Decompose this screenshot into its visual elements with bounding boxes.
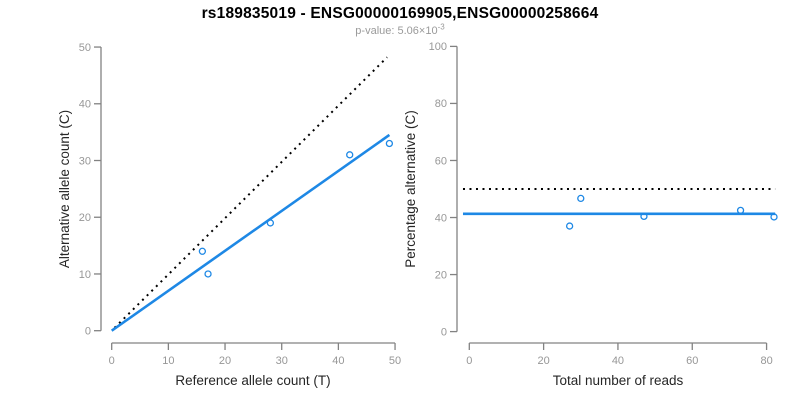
y-axis-title: Alternative allele count (C) <box>57 110 72 268</box>
y-tick-label: 50 <box>79 42 91 54</box>
identity-line <box>113 56 388 329</box>
x-tick-label: 60 <box>686 355 698 367</box>
x-tick-label: 30 <box>276 355 288 367</box>
y-tick-label: 60 <box>435 155 447 167</box>
x-tick-label: 20 <box>219 355 231 367</box>
x-tick-label: 50 <box>389 355 401 367</box>
x-tick-label: 10 <box>162 355 174 367</box>
x-tick-label: 80 <box>760 355 772 367</box>
pvalue-text: p-value: 5.06×10 <box>355 25 438 37</box>
figure-subtitle: p-value: 5.06×10-3 <box>0 22 800 37</box>
y-tick-label: 40 <box>435 212 447 224</box>
y-axis-title: Percentage alternative (C) <box>403 110 418 268</box>
data-point <box>385 139 394 148</box>
y-tick-label: 20 <box>435 269 447 281</box>
y-tick-label: 20 <box>79 212 91 224</box>
y-tick-label: 40 <box>79 99 91 111</box>
y-tick-label: 0 <box>85 326 91 338</box>
plot-allele-counts: 0 10 20 30 40 50 0 10 20 30 40 50 Reference allele c… <box>57 42 401 388</box>
x-axis-title: Reference allele count (T) <box>175 373 330 388</box>
y-tick-label: 100 <box>429 41 447 53</box>
data-point <box>577 194 585 203</box>
x-tick-label: 0 <box>466 355 472 367</box>
data-point <box>198 247 207 255</box>
y-tick-label: 0 <box>441 326 447 338</box>
data-point <box>565 222 574 230</box>
data-point <box>204 270 212 278</box>
y-tick-label: 80 <box>435 98 447 110</box>
figure-title: rs189835019 - ENSG00000169905,ENSG000002… <box>201 5 599 22</box>
x-tick-label: 20 <box>537 355 549 367</box>
fit-line <box>110 133 391 332</box>
data-point <box>266 219 275 227</box>
x-tick-label: 40 <box>612 355 624 367</box>
x-axis-title: Total number of reads <box>553 373 684 388</box>
y-tick-label: 30 <box>79 155 91 167</box>
x-tick-label: 0 <box>109 355 115 367</box>
data-point <box>640 212 648 221</box>
data-point <box>770 213 778 221</box>
data-point <box>346 151 354 159</box>
x-tick-label: 40 <box>332 355 344 367</box>
pvalue-exponent: -3 <box>437 22 445 32</box>
y-tick-label: 10 <box>79 269 91 281</box>
plot-percentage-vs-reads: 0 20 40 60 80 100 0 20 40 60 80 Total number of rea… <box>403 41 778 388</box>
data-point <box>736 206 745 215</box>
